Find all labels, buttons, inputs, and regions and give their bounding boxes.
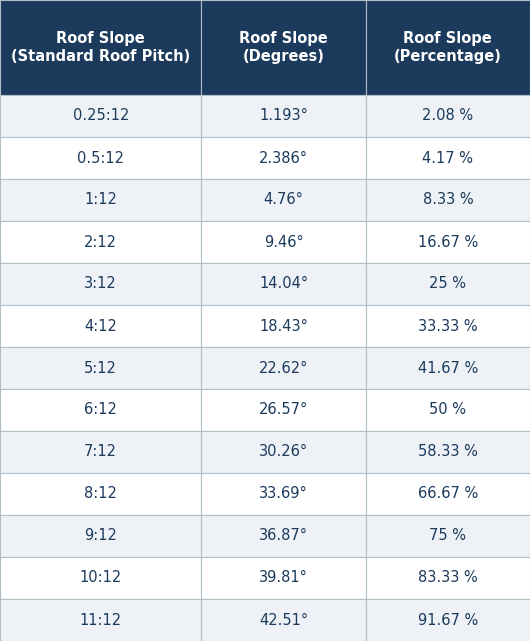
Bar: [0, 221, 201, 263]
Bar: [201, 515, 366, 557]
Bar: [201, 599, 366, 641]
Text: 0.25:12: 0.25:12: [73, 108, 129, 124]
Bar: [0, 557, 201, 599]
Text: 25 %: 25 %: [429, 276, 466, 292]
Text: 18.43°: 18.43°: [259, 319, 308, 333]
Text: Roof Slope
(Percentage): Roof Slope (Percentage): [394, 31, 502, 63]
Bar: [366, 221, 530, 263]
Bar: [201, 179, 366, 221]
Bar: [0, 179, 201, 221]
Text: 66.67 %: 66.67 %: [418, 487, 478, 501]
Text: 30.26°: 30.26°: [259, 444, 308, 460]
Text: 0.5:12: 0.5:12: [77, 151, 124, 165]
Text: 83.33 %: 83.33 %: [418, 570, 478, 585]
Bar: [0, 95, 201, 137]
Text: 39.81°: 39.81°: [259, 570, 308, 585]
Text: 16.67 %: 16.67 %: [418, 235, 478, 249]
Bar: [366, 347, 530, 389]
Bar: [0, 305, 201, 347]
Bar: [0, 389, 201, 431]
Bar: [201, 221, 366, 263]
Text: 58.33 %: 58.33 %: [418, 444, 478, 460]
Bar: [0, 431, 201, 473]
Text: 9.46°: 9.46°: [263, 235, 303, 249]
Text: 33.33 %: 33.33 %: [418, 319, 478, 333]
Bar: [366, 305, 530, 347]
Text: 6:12: 6:12: [84, 403, 117, 417]
Bar: [366, 431, 530, 473]
Text: 9:12: 9:12: [84, 528, 117, 544]
Text: 50 %: 50 %: [429, 403, 466, 417]
Bar: [366, 0, 530, 95]
Text: 2.08 %: 2.08 %: [422, 108, 473, 124]
Text: Roof Slope
(Degrees): Roof Slope (Degrees): [239, 31, 328, 63]
Bar: [0, 347, 201, 389]
Bar: [366, 515, 530, 557]
Bar: [201, 389, 366, 431]
Text: 11:12: 11:12: [80, 613, 122, 628]
Bar: [0, 137, 201, 179]
Bar: [201, 431, 366, 473]
Bar: [366, 137, 530, 179]
Bar: [0, 0, 201, 95]
Bar: [201, 347, 366, 389]
Bar: [201, 137, 366, 179]
Text: 42.51°: 42.51°: [259, 613, 308, 628]
Bar: [366, 557, 530, 599]
Text: 22.62°: 22.62°: [259, 360, 308, 376]
Text: 2:12: 2:12: [84, 235, 117, 249]
Text: 1.193°: 1.193°: [259, 108, 308, 124]
Bar: [0, 515, 201, 557]
Text: 4.76°: 4.76°: [263, 192, 304, 208]
Bar: [0, 599, 201, 641]
Bar: [0, 473, 201, 515]
Text: 7:12: 7:12: [84, 444, 117, 460]
Text: 10:12: 10:12: [80, 570, 122, 585]
Text: 8:12: 8:12: [84, 487, 117, 501]
Bar: [366, 389, 530, 431]
Bar: [201, 557, 366, 599]
Bar: [366, 95, 530, 137]
Text: 26.57°: 26.57°: [259, 403, 308, 417]
Text: 1:12: 1:12: [84, 192, 117, 208]
Bar: [366, 263, 530, 305]
Text: 8.33 %: 8.33 %: [422, 192, 473, 208]
Text: 14.04°: 14.04°: [259, 276, 308, 292]
Text: 5:12: 5:12: [84, 360, 117, 376]
Text: 75 %: 75 %: [429, 528, 466, 544]
Text: 33.69°: 33.69°: [259, 487, 308, 501]
Text: 4.17 %: 4.17 %: [422, 151, 473, 165]
Bar: [0, 263, 201, 305]
Text: 41.67 %: 41.67 %: [418, 360, 478, 376]
Text: 91.67 %: 91.67 %: [418, 613, 478, 628]
Bar: [201, 473, 366, 515]
Text: 2.386°: 2.386°: [259, 151, 308, 165]
Bar: [366, 473, 530, 515]
Bar: [366, 179, 530, 221]
Text: 3:12: 3:12: [84, 276, 117, 292]
Text: 4:12: 4:12: [84, 319, 117, 333]
Bar: [366, 599, 530, 641]
Text: 36.87°: 36.87°: [259, 528, 308, 544]
Bar: [201, 263, 366, 305]
Bar: [201, 305, 366, 347]
Text: Roof Slope
(Standard Roof Pitch): Roof Slope (Standard Roof Pitch): [11, 31, 190, 63]
Bar: [201, 0, 366, 95]
Bar: [201, 95, 366, 137]
